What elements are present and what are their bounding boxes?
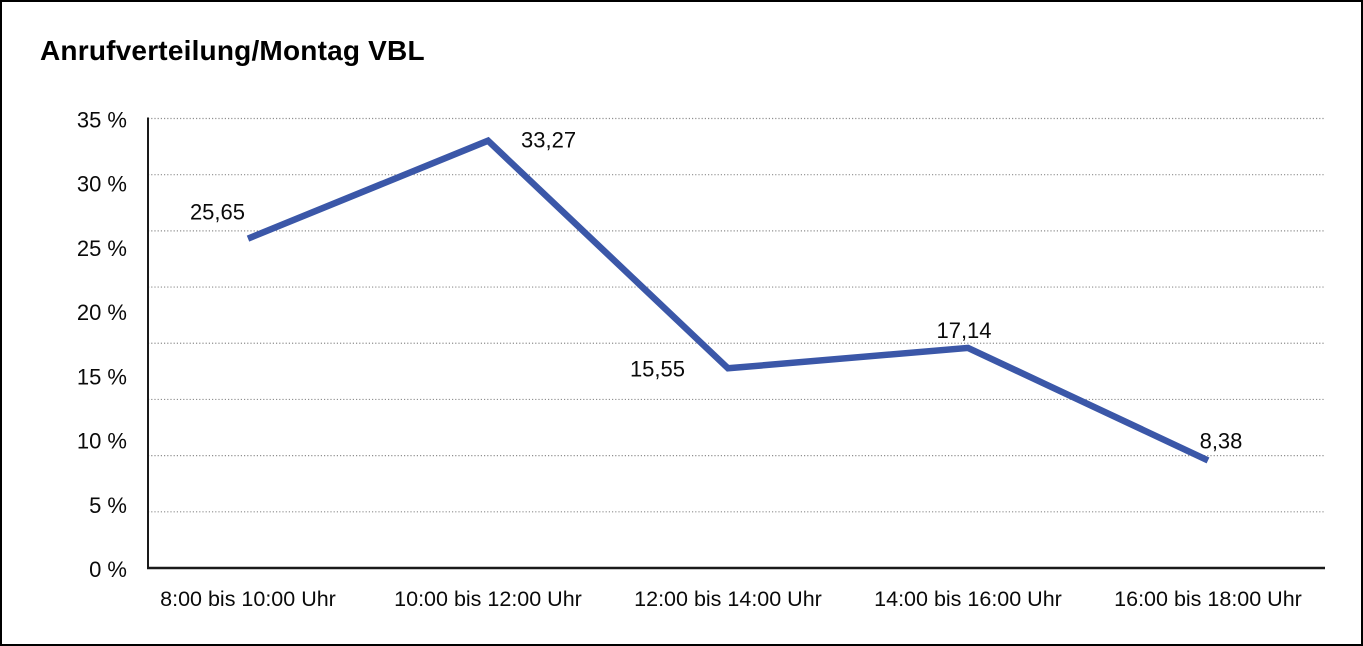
- y-axis-label: 25 %: [77, 236, 127, 261]
- y-axis-label: 10 %: [77, 429, 127, 454]
- y-axis-label: 20 %: [77, 300, 127, 325]
- x-axis-label: 8:00 bis 10:00 Uhr: [160, 587, 336, 611]
- x-axis-label: 10:00 bis 12:00 Uhr: [394, 587, 582, 611]
- data-point-label: 8,38: [1200, 428, 1243, 453]
- data-point-label: 33,27: [521, 128, 576, 153]
- y-axis-label: 5 %: [89, 493, 127, 518]
- data-point-label: 17,14: [936, 318, 991, 343]
- y-axis-label: 35 %: [77, 108, 127, 133]
- x-axis-label: 14:00 bis 16:00 Uhr: [874, 587, 1062, 611]
- y-axis-label: 15 %: [77, 364, 127, 389]
- series-line: [246, 136, 1210, 464]
- chart-title: Anrufverteilung/Montag VBL: [40, 35, 425, 66]
- x-axis-label: 12:00 bis 14:00 Uhr: [634, 587, 822, 611]
- data-point-label: 15,55: [630, 356, 685, 381]
- data-point-label: 25,65: [190, 200, 245, 225]
- x-axis-label: 16:00 bis 18:00 Uhr: [1114, 587, 1302, 611]
- y-axis-label: 30 %: [77, 172, 127, 197]
- y-axis-label: 0 %: [89, 557, 127, 582]
